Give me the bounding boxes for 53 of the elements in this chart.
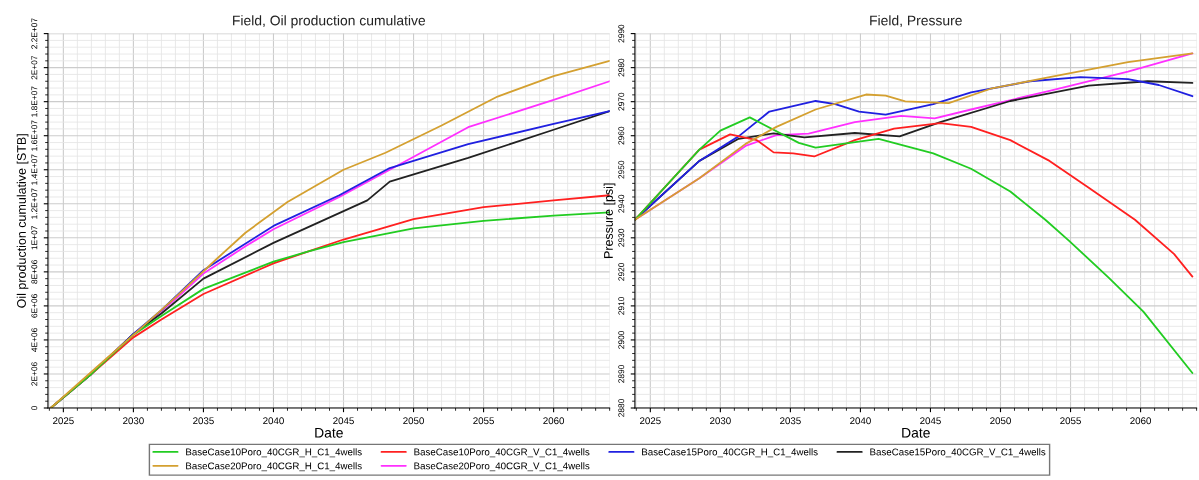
chart-title: Field, Pressure — [870, 15, 962, 28]
chart-title: Field, Oil production cumulative — [233, 15, 426, 29]
legend-label: BaseCase20Poro_40CGR_V_C1_4wells — [414, 462, 590, 472]
y-tick-label: 2E+07 — [31, 55, 38, 80]
x-tick-label: 2030 — [123, 417, 144, 425]
y-tick-label: 2940 — [618, 194, 625, 213]
y-tick-label: 1.4E+07 — [31, 154, 38, 185]
y-tick-label: 2930 — [618, 228, 625, 247]
y-tick-label: 1.6E+07 — [31, 120, 38, 151]
y-tick-label: 2980 — [618, 58, 625, 77]
y-tick-label: 1E+07 — [31, 226, 38, 250]
y-axis-title: Oil production cumulative [STB] — [16, 134, 29, 308]
x-tick-label: 2050 — [403, 417, 424, 425]
x-tick-label: 2035 — [193, 417, 214, 425]
x-tick-label: 2045 — [920, 417, 941, 425]
y-axis-title: Pressure [psi] — [603, 183, 616, 258]
x-tick-label: 2030 — [710, 417, 731, 425]
x-axis-title: Date — [315, 427, 343, 438]
x-tick-label: 2045 — [333, 417, 354, 425]
y-tick-label: 1.8E+07 — [31, 86, 38, 117]
x-tick-label: 2025 — [53, 417, 74, 425]
legend-label: BaseCase10Poro_40CGR_H_C1_4wells — [186, 448, 362, 458]
x-tick-label: 2040 — [850, 417, 871, 425]
x-tick-label: 2055 — [1060, 417, 1081, 425]
y-tick-label: 2970 — [618, 92, 625, 111]
y-tick-label: 8E+06 — [31, 260, 38, 284]
legend-label: BaseCase15Poro_40CGR_V_C1_4wells — [870, 448, 1046, 458]
y-tick-label: 2910 — [618, 296, 625, 315]
x-tick-label: 2035 — [780, 417, 801, 425]
y-tick-label: 2880 — [618, 399, 625, 417]
legend-label: BaseCase10Poro_40CGR_V_C1_4wells — [414, 448, 590, 458]
y-tick-label: 2920 — [618, 262, 625, 281]
y-tick-label: 4E+06 — [31, 328, 38, 352]
x-tick-label: 2025 — [640, 417, 661, 425]
legend-label: BaseCase20Poro_40CGR_H_C1_4wells — [186, 462, 362, 472]
x-tick-label: 2050 — [990, 417, 1011, 425]
y-tick-label: 2900 — [618, 330, 625, 349]
x-axis-title: Date — [902, 427, 930, 438]
y-tick-label: 0 — [31, 406, 38, 410]
y-tick-label: 2E+06 — [31, 362, 38, 386]
x-tick-label: 2060 — [543, 417, 565, 425]
legend-label: BaseCase15Poro_40CGR_H_C1_4wells — [642, 448, 818, 458]
line-series — [634, 116, 1194, 374]
y-tick-label: 2950 — [618, 160, 625, 179]
x-tick-label: 2060 — [1130, 417, 1152, 425]
y-tick-label: 6E+06 — [31, 294, 38, 318]
y-tick-label: 2890 — [618, 365, 625, 383]
y-tick-label: 2960 — [618, 126, 625, 145]
y-tick-label: 2.2E+07 — [31, 18, 38, 49]
x-tick-label: 2055 — [473, 417, 494, 425]
y-tick-label: 2990 — [618, 24, 625, 43]
x-tick-label: 2040 — [263, 417, 284, 425]
y-tick-label: 1.2E+07 — [31, 188, 38, 219]
